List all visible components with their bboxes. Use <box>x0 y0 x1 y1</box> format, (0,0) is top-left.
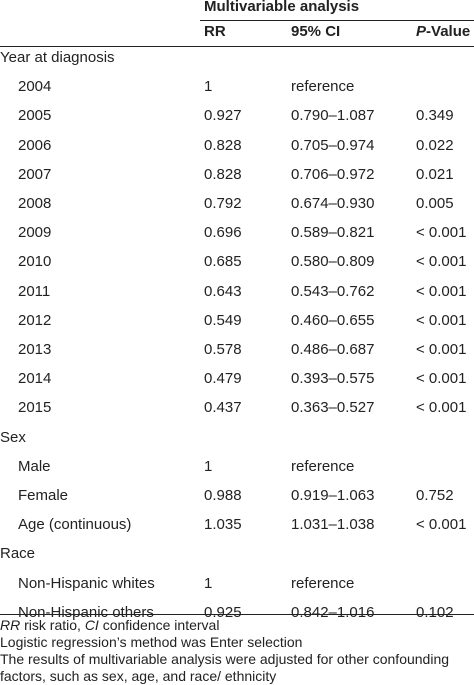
col-header-p-italic: P <box>416 23 427 40</box>
section-label: Sex <box>0 428 26 446</box>
table-rule-bottom <box>0 614 474 615</box>
row-p-value: 0.752 <box>416 487 454 504</box>
col-header-p-rest: -Value <box>426 23 471 40</box>
row-p-value: 0.102 <box>416 603 454 621</box>
row-rr-value: 0.927 <box>204 107 242 125</box>
row-ci-value: reference <box>291 78 355 96</box>
col-header-p-value: P-Value <box>416 22 470 42</box>
footnote-rr-def: risk ratio, <box>20 617 85 633</box>
footnote-ci-def: confidence interval <box>98 617 220 633</box>
row-ci-value: reference <box>291 457 355 475</box>
row-label: 2013 <box>18 341 52 358</box>
row-label: 2008 <box>18 195 52 212</box>
col-header-ci: 95% CI <box>291 23 341 40</box>
row-rr-value: 0.578 <box>204 341 242 358</box>
row-ci-value: 0.674–0.930 <box>291 195 375 212</box>
row-p-value: < 0.001 <box>416 311 467 329</box>
row-p-value: < 0.001 <box>416 224 467 242</box>
row-rr-value: 0.479 <box>204 370 242 388</box>
row-ci-value: 0.790–1.087 <box>291 107 375 125</box>
row-rr-value: 0.925 <box>204 603 242 621</box>
row-ci-value: 0.842–1.016 <box>291 603 375 621</box>
row-rr-value: 0.988 <box>204 487 242 504</box>
row-label: 2009 <box>18 224 52 242</box>
row-p-value: < 0.001 <box>416 370 467 388</box>
row-label: Non-Hispanic whites <box>18 574 155 592</box>
row-rr-value: 0.437 <box>204 399 242 417</box>
row-rr-value: 1.035 <box>204 516 242 534</box>
row-rr-value: 0.828 <box>204 165 242 183</box>
row-label: Male <box>18 457 51 475</box>
row-p-value: < 0.001 <box>416 399 467 417</box>
footnote-adjustment: The results of multivariable analysis we… <box>0 651 450 684</box>
row-label: 2011 <box>18 282 51 300</box>
footnote-method: Logistic regression’s method was Enter s… <box>0 634 303 650</box>
row-ci-value: 0.580–0.809 <box>291 253 375 271</box>
row-label: 2012 <box>18 311 52 329</box>
row-ci-value: 0.460–0.655 <box>291 311 375 329</box>
row-label: 2015 <box>18 399 52 417</box>
row-label: 2004 <box>18 78 52 96</box>
footnote-abbrev: RR risk ratio, CI confidence interval <box>0 617 474 634</box>
section-label: Race <box>0 545 36 563</box>
row-p-value: 0.005 <box>416 195 454 212</box>
row-ci-value: 0.363–0.527 <box>291 399 375 417</box>
row-rr-value: 0.696 <box>204 224 242 242</box>
row-p-value: < 0.001 <box>416 282 467 300</box>
row-rr-value: 0.792 <box>204 195 242 212</box>
row-ci-value: 0.393–0.575 <box>291 370 375 388</box>
row-rr-value: 0.643 <box>204 282 242 300</box>
row-p-value: 0.022 <box>416 136 454 154</box>
row-rr-value: 1 <box>204 78 213 96</box>
row-label: 2014 <box>18 370 52 388</box>
row-p-value: < 0.001 <box>416 516 467 534</box>
row-ci-value: 0.919–1.063 <box>291 487 375 504</box>
footnote-ci: CI <box>84 617 99 633</box>
row-ci-value: 0.589–0.821 <box>291 224 375 242</box>
row-p-value: 0.021 <box>416 165 454 183</box>
row-ci-value: 0.705–0.974 <box>291 136 375 154</box>
row-label: 2005 <box>18 107 52 125</box>
row-ci-value: 1.031–1.038 <box>291 516 375 534</box>
row-rr-value: 0.549 <box>204 311 242 329</box>
row-p-value: < 0.001 <box>416 341 467 358</box>
row-ci-value: reference <box>291 574 355 592</box>
header-rule-bottom <box>0 46 474 47</box>
row-p-value: < 0.001 <box>416 253 467 271</box>
col-header-rr: RR <box>204 23 226 40</box>
row-label: 2007 <box>18 165 52 183</box>
row-label: 2010 <box>18 253 52 271</box>
row-label: Female <box>18 487 69 504</box>
row-rr-value: 0.828 <box>204 136 242 154</box>
row-label: Non-Hispanic others <box>18 603 154 621</box>
row-rr-value: 1 <box>204 574 213 592</box>
row-rr-value: 1 <box>204 457 213 475</box>
row-ci-value: 0.706–0.972 <box>291 165 375 183</box>
row-label: 2006 <box>18 136 52 154</box>
header-rule-top <box>200 20 474 21</box>
group-title: Multivariable analysis <box>204 0 360 15</box>
row-label: Age (continuous) <box>18 516 132 534</box>
row-ci-value: 0.543–0.762 <box>291 282 375 300</box>
row-p-value: 0.349 <box>416 107 454 125</box>
row-rr-value: 0.685 <box>204 253 242 271</box>
footnote-rr: RR <box>0 617 21 633</box>
section-label: Year at diagnosis <box>0 49 115 66</box>
row-ci-value: 0.486–0.687 <box>291 341 375 358</box>
